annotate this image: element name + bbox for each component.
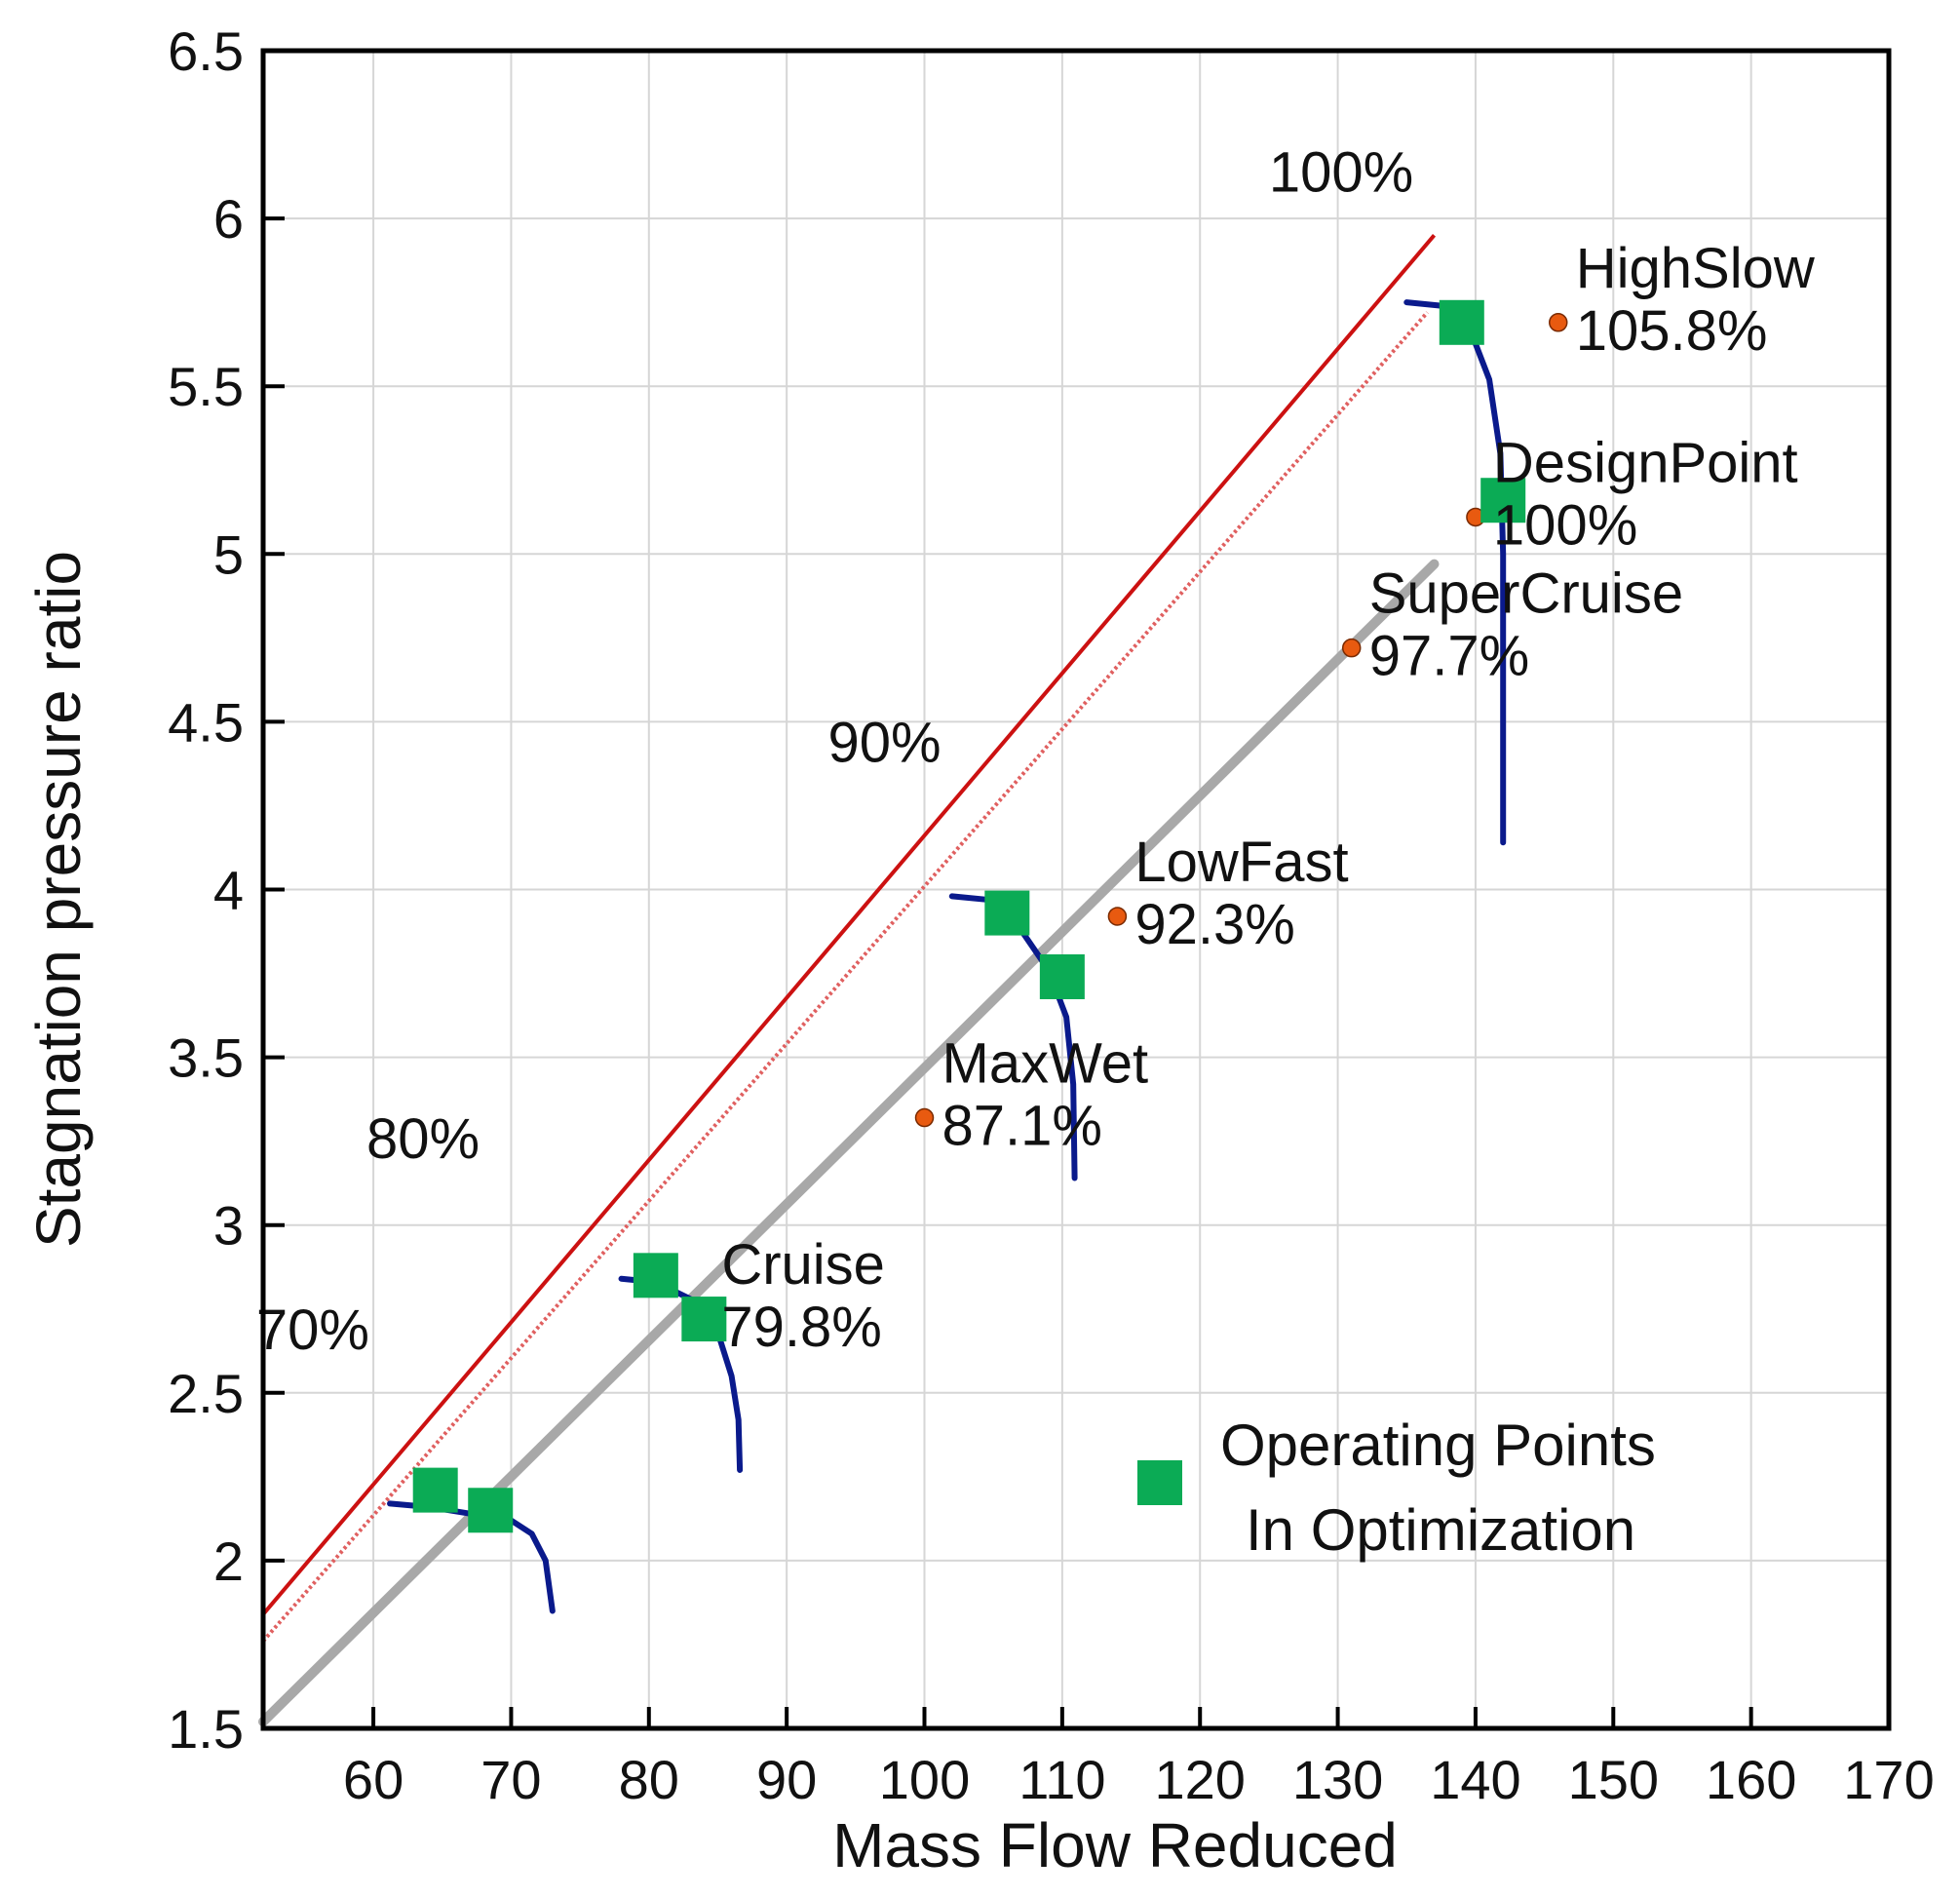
x-tick-label: 140 [1430,1749,1520,1810]
x-tick-label: 60 [343,1749,404,1810]
operating-points [412,299,1526,1533]
value-maxwet: 87.1% [942,1095,1102,1158]
operating-point-marker [633,1253,678,1298]
label-designpoint: DesignPoint [1493,431,1798,494]
operating-point-marker [468,1488,514,1533]
speed-label-90pct: 90% [828,712,942,775]
operating-point-marker [681,1297,727,1342]
operating-point-marker [412,1467,458,1513]
operating-point-marker [984,890,1030,936]
x-tick-label: 160 [1706,1749,1796,1810]
label-lowfast: LowFast [1134,831,1348,894]
operating-point-marker [1439,299,1484,345]
y-tick-label: 2 [213,1530,244,1592]
legend-label-line2: In Optimization [1246,1497,1635,1563]
operating-point-marker [1039,953,1085,999]
operating-point-marker [1480,478,1526,523]
y-tick-label: 3 [213,1195,244,1257]
named-points [694,313,1568,1329]
x-tick-label: 70 [480,1749,541,1810]
y-tick-label: 1.5 [168,1698,244,1760]
label-cruise: Cruise [721,1233,885,1297]
legend: Operating Points In Optimization [1137,1413,1656,1563]
label-highslow: HighSlow [1576,237,1816,300]
x-axis-title: Mass Flow Reduced [832,1810,1398,1880]
y-tick-label: 2.5 [168,1363,244,1424]
y-tick-label: 6 [213,188,244,250]
x-tick-label: 130 [1292,1749,1383,1810]
point-highslow [1548,313,1568,332]
value-lowfast: 92.3% [1134,893,1294,956]
label-supercruise: SuperCruise [1369,562,1683,626]
point-supercruise [1341,638,1362,658]
y-tick-label: 4 [213,860,244,921]
value-highslow: 105.8% [1576,299,1768,363]
speed-label-100pct: 100% [1269,141,1413,205]
axis-ticks: 60 70 80 90 100 110 120 130 140 150 160 170 1.5 2 2.5 3… [168,20,1935,1810]
value-cruise: 79.8% [721,1296,881,1359]
x-tick-label: 80 [619,1749,679,1810]
surge-margin-line [261,311,1429,1643]
y-tick-label: 5 [213,523,244,585]
speed-label-80pct: 80% [366,1107,480,1171]
x-tick-label: 90 [756,1749,817,1810]
point-maxwet [914,1107,935,1128]
speed-label-70pct: 70% [256,1298,369,1362]
x-tick-label: 110 [1018,1749,1105,1810]
y-axis-title: Stagnation pressure ratio [23,551,94,1248]
legend-marker [1137,1460,1182,1505]
y-tick-label: 4.5 [168,691,244,753]
x-tick-label: 100 [879,1749,970,1810]
legend-label-line1: Operating Points [1220,1413,1656,1478]
y-tick-label: 3.5 [168,1027,244,1089]
x-tick-label: 120 [1155,1749,1246,1810]
annotations: HighSlow105.8%DesignPoint100%SuperCruise… [256,141,1816,1362]
x-tick-label: 170 [1843,1749,1934,1810]
point-lowfast [1107,907,1128,926]
value-supercruise: 97.7% [1369,625,1529,688]
label-maxwet: MaxWet [942,1032,1149,1096]
y-tick-label: 6.5 [168,20,244,82]
x-tick-label: 150 [1568,1749,1659,1810]
surge-line [261,234,1437,1616]
y-tick-label: 5.5 [168,356,244,417]
operating-line [258,559,1440,1727]
value-designpoint: 100% [1493,493,1637,557]
reference-lines [258,234,1440,1727]
